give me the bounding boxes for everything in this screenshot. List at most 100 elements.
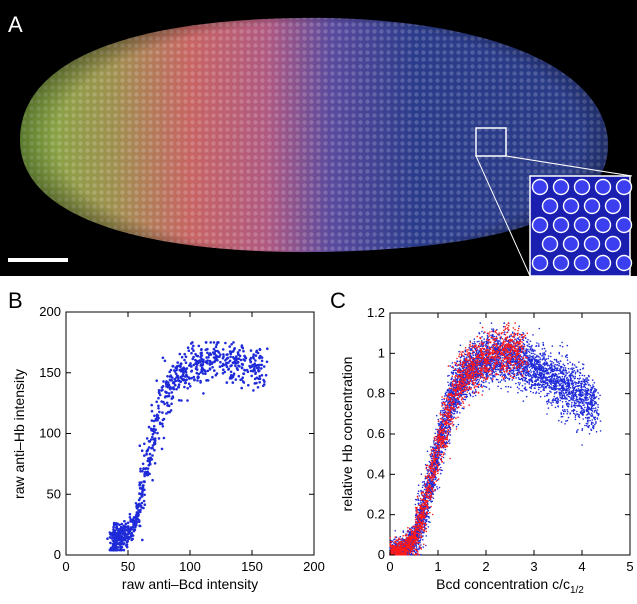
data-point (256, 386, 260, 389)
data-point (566, 387, 568, 390)
data-point (579, 372, 582, 375)
data-point (539, 379, 542, 382)
data-point (240, 362, 244, 366)
data-point (145, 453, 148, 456)
data-point (151, 435, 154, 439)
data-point (532, 352, 534, 355)
data-point (237, 374, 241, 378)
data-point (131, 537, 134, 541)
data-point (192, 355, 195, 359)
data-point (562, 405, 564, 407)
data-point (495, 370, 497, 373)
data-point (586, 379, 589, 381)
data-point (168, 378, 172, 382)
data-point (581, 380, 583, 383)
data-point (595, 431, 598, 433)
data-point (558, 351, 560, 354)
data-point (134, 525, 137, 529)
data-point (118, 527, 122, 531)
data-point (587, 374, 590, 377)
data-point (554, 391, 556, 394)
data-point (132, 523, 135, 527)
data-point (548, 392, 550, 395)
data-point (190, 365, 193, 368)
data-point (518, 383, 521, 386)
data-point (548, 398, 550, 401)
data-point (161, 425, 165, 428)
data-point (586, 377, 589, 379)
data-point (135, 511, 139, 514)
data-point (558, 382, 560, 385)
data-point (192, 344, 195, 348)
data-point (534, 356, 537, 359)
data-point (149, 438, 153, 441)
data-point (448, 374, 450, 377)
data-point (562, 412, 565, 415)
data-point (149, 456, 152, 460)
data-point (499, 356, 502, 359)
data-point (544, 386, 547, 389)
data-point (542, 389, 545, 391)
data-point (177, 376, 180, 380)
data-point (568, 390, 571, 392)
data-point (229, 352, 233, 356)
data-point (428, 491, 430, 494)
data-point (177, 399, 181, 402)
data-point (121, 542, 124, 546)
data-point (138, 481, 141, 485)
data-point (224, 341, 227, 345)
data-point (218, 365, 222, 369)
data-point (220, 364, 224, 368)
data-point (478, 340, 480, 343)
data-point (126, 537, 129, 540)
data-point (556, 364, 558, 366)
data-point (229, 374, 233, 377)
data-point (574, 371, 577, 374)
data-point (529, 361, 532, 364)
data-point (152, 427, 155, 431)
data-point (174, 383, 177, 387)
data-point (546, 376, 549, 379)
data-point (522, 351, 525, 354)
data-point (522, 355, 525, 357)
data-point (456, 412, 458, 414)
data-point (596, 412, 599, 415)
data-point (191, 341, 194, 344)
data-point (196, 354, 200, 358)
data-point (478, 332, 480, 334)
data-point (456, 379, 458, 381)
data-point (526, 352, 528, 354)
data-point (125, 543, 129, 546)
data-point (168, 370, 171, 374)
data-point (241, 346, 245, 350)
data-point (587, 413, 589, 416)
data-point (464, 364, 466, 366)
data-point (557, 400, 559, 403)
data-point (513, 340, 515, 342)
data-point (143, 480, 146, 483)
data-point (157, 404, 160, 408)
data-point (254, 372, 257, 376)
data-point (149, 427, 153, 431)
data-point (525, 389, 528, 391)
data-point (539, 352, 542, 355)
data-point (184, 370, 188, 374)
data-point (198, 359, 202, 362)
data-point (551, 404, 553, 407)
data-point (230, 343, 233, 346)
data-point (396, 540, 398, 543)
data-point (533, 383, 536, 385)
data-point (215, 372, 219, 375)
data-point (473, 342, 475, 345)
data-point (209, 353, 213, 356)
data-point (252, 353, 255, 356)
data-point (584, 382, 587, 385)
data-point (561, 375, 564, 378)
data-point (162, 380, 165, 383)
data-point (507, 386, 510, 388)
data-point (557, 361, 560, 363)
data-point (161, 356, 165, 360)
data-point (229, 364, 232, 368)
data-point (573, 364, 576, 366)
